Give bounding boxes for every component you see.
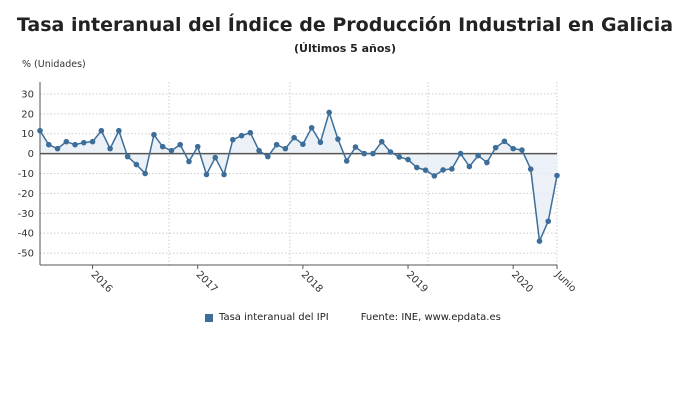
data-point xyxy=(72,141,78,148)
data-point xyxy=(536,238,543,244)
data-point xyxy=(159,143,166,150)
data-point xyxy=(168,147,175,154)
data-point xyxy=(527,166,534,172)
data-point xyxy=(89,138,96,145)
data-point xyxy=(221,171,227,178)
data-point xyxy=(457,150,464,157)
data-point xyxy=(229,136,236,143)
data-point xyxy=(449,166,455,172)
x-tick-label: 2019 xyxy=(404,269,430,295)
data-point xyxy=(492,144,499,151)
data-point xyxy=(273,141,280,148)
data-point xyxy=(519,147,525,153)
data-point xyxy=(256,147,262,154)
data-point xyxy=(107,145,113,152)
data-point xyxy=(431,173,438,179)
data-point xyxy=(81,139,87,146)
data-point xyxy=(413,164,420,171)
y-tick-label: 30 xyxy=(21,89,34,100)
legend: Tasa interanual del IPI Fuente: INE, www… xyxy=(205,312,501,323)
data-point xyxy=(45,141,52,148)
chart-title: Tasa interanual del Índice de Producción… xyxy=(16,14,674,36)
data-point xyxy=(282,145,289,152)
data-point xyxy=(291,134,297,141)
x-tick-label: 2016 xyxy=(88,269,114,295)
y-tick-label: 10 xyxy=(21,129,34,140)
x-tick-label: Junio xyxy=(552,269,578,295)
data-point xyxy=(238,132,245,139)
data-point xyxy=(554,172,560,179)
data-point xyxy=(501,138,508,145)
x-tick-label: 2020 xyxy=(509,269,535,295)
data-point xyxy=(466,163,473,170)
data-point xyxy=(151,131,157,138)
data-point xyxy=(54,145,61,152)
data-point xyxy=(308,124,315,131)
y-tick-label: -10 xyxy=(18,169,34,180)
legend-label: Tasa interanual del IPI xyxy=(219,312,329,323)
data-point xyxy=(177,141,184,148)
x-tick-label: 2017 xyxy=(194,269,220,295)
y-tick-label: -50 xyxy=(18,249,34,260)
y-axis-unit-label: % (Unidades) xyxy=(22,59,86,70)
data-point xyxy=(98,127,105,134)
data-point xyxy=(142,170,148,177)
y-tick-label: 0 xyxy=(28,149,34,160)
data-point xyxy=(247,129,254,136)
data-point xyxy=(317,139,324,146)
data-point xyxy=(326,109,332,116)
data-point xyxy=(475,152,481,159)
data-point xyxy=(194,143,201,150)
y-tick-label: 20 xyxy=(21,109,34,120)
data-point xyxy=(133,161,140,168)
data-point xyxy=(484,159,490,166)
y-tick-label: -30 xyxy=(18,209,34,220)
data-point xyxy=(116,127,122,134)
source-label: Fuente: INE, www.epdata.es xyxy=(360,312,501,323)
data-point xyxy=(343,158,350,164)
data-point xyxy=(63,138,70,145)
data-point xyxy=(37,127,43,134)
data-point xyxy=(265,153,271,160)
y-tick-label: -20 xyxy=(18,189,34,200)
chart-subtitle: (Últimos 5 años) xyxy=(293,42,397,55)
data-point xyxy=(203,171,210,178)
data-point xyxy=(186,158,192,165)
y-tick-label: -40 xyxy=(18,229,34,240)
data-point xyxy=(510,145,516,152)
data-point xyxy=(124,153,131,160)
data-point xyxy=(387,149,394,155)
x-tick-label: 2018 xyxy=(299,269,325,295)
data-point xyxy=(370,150,376,157)
data-point xyxy=(405,156,411,163)
data-point xyxy=(422,167,429,173)
data-point xyxy=(300,141,306,148)
data-point xyxy=(440,167,446,173)
data-point xyxy=(378,138,385,145)
data-point xyxy=(335,136,341,142)
data-point xyxy=(352,144,359,150)
data-point xyxy=(396,154,403,160)
data-point xyxy=(212,154,219,161)
data-point xyxy=(361,150,368,157)
legend-swatch xyxy=(205,313,213,322)
data-point xyxy=(545,218,552,225)
